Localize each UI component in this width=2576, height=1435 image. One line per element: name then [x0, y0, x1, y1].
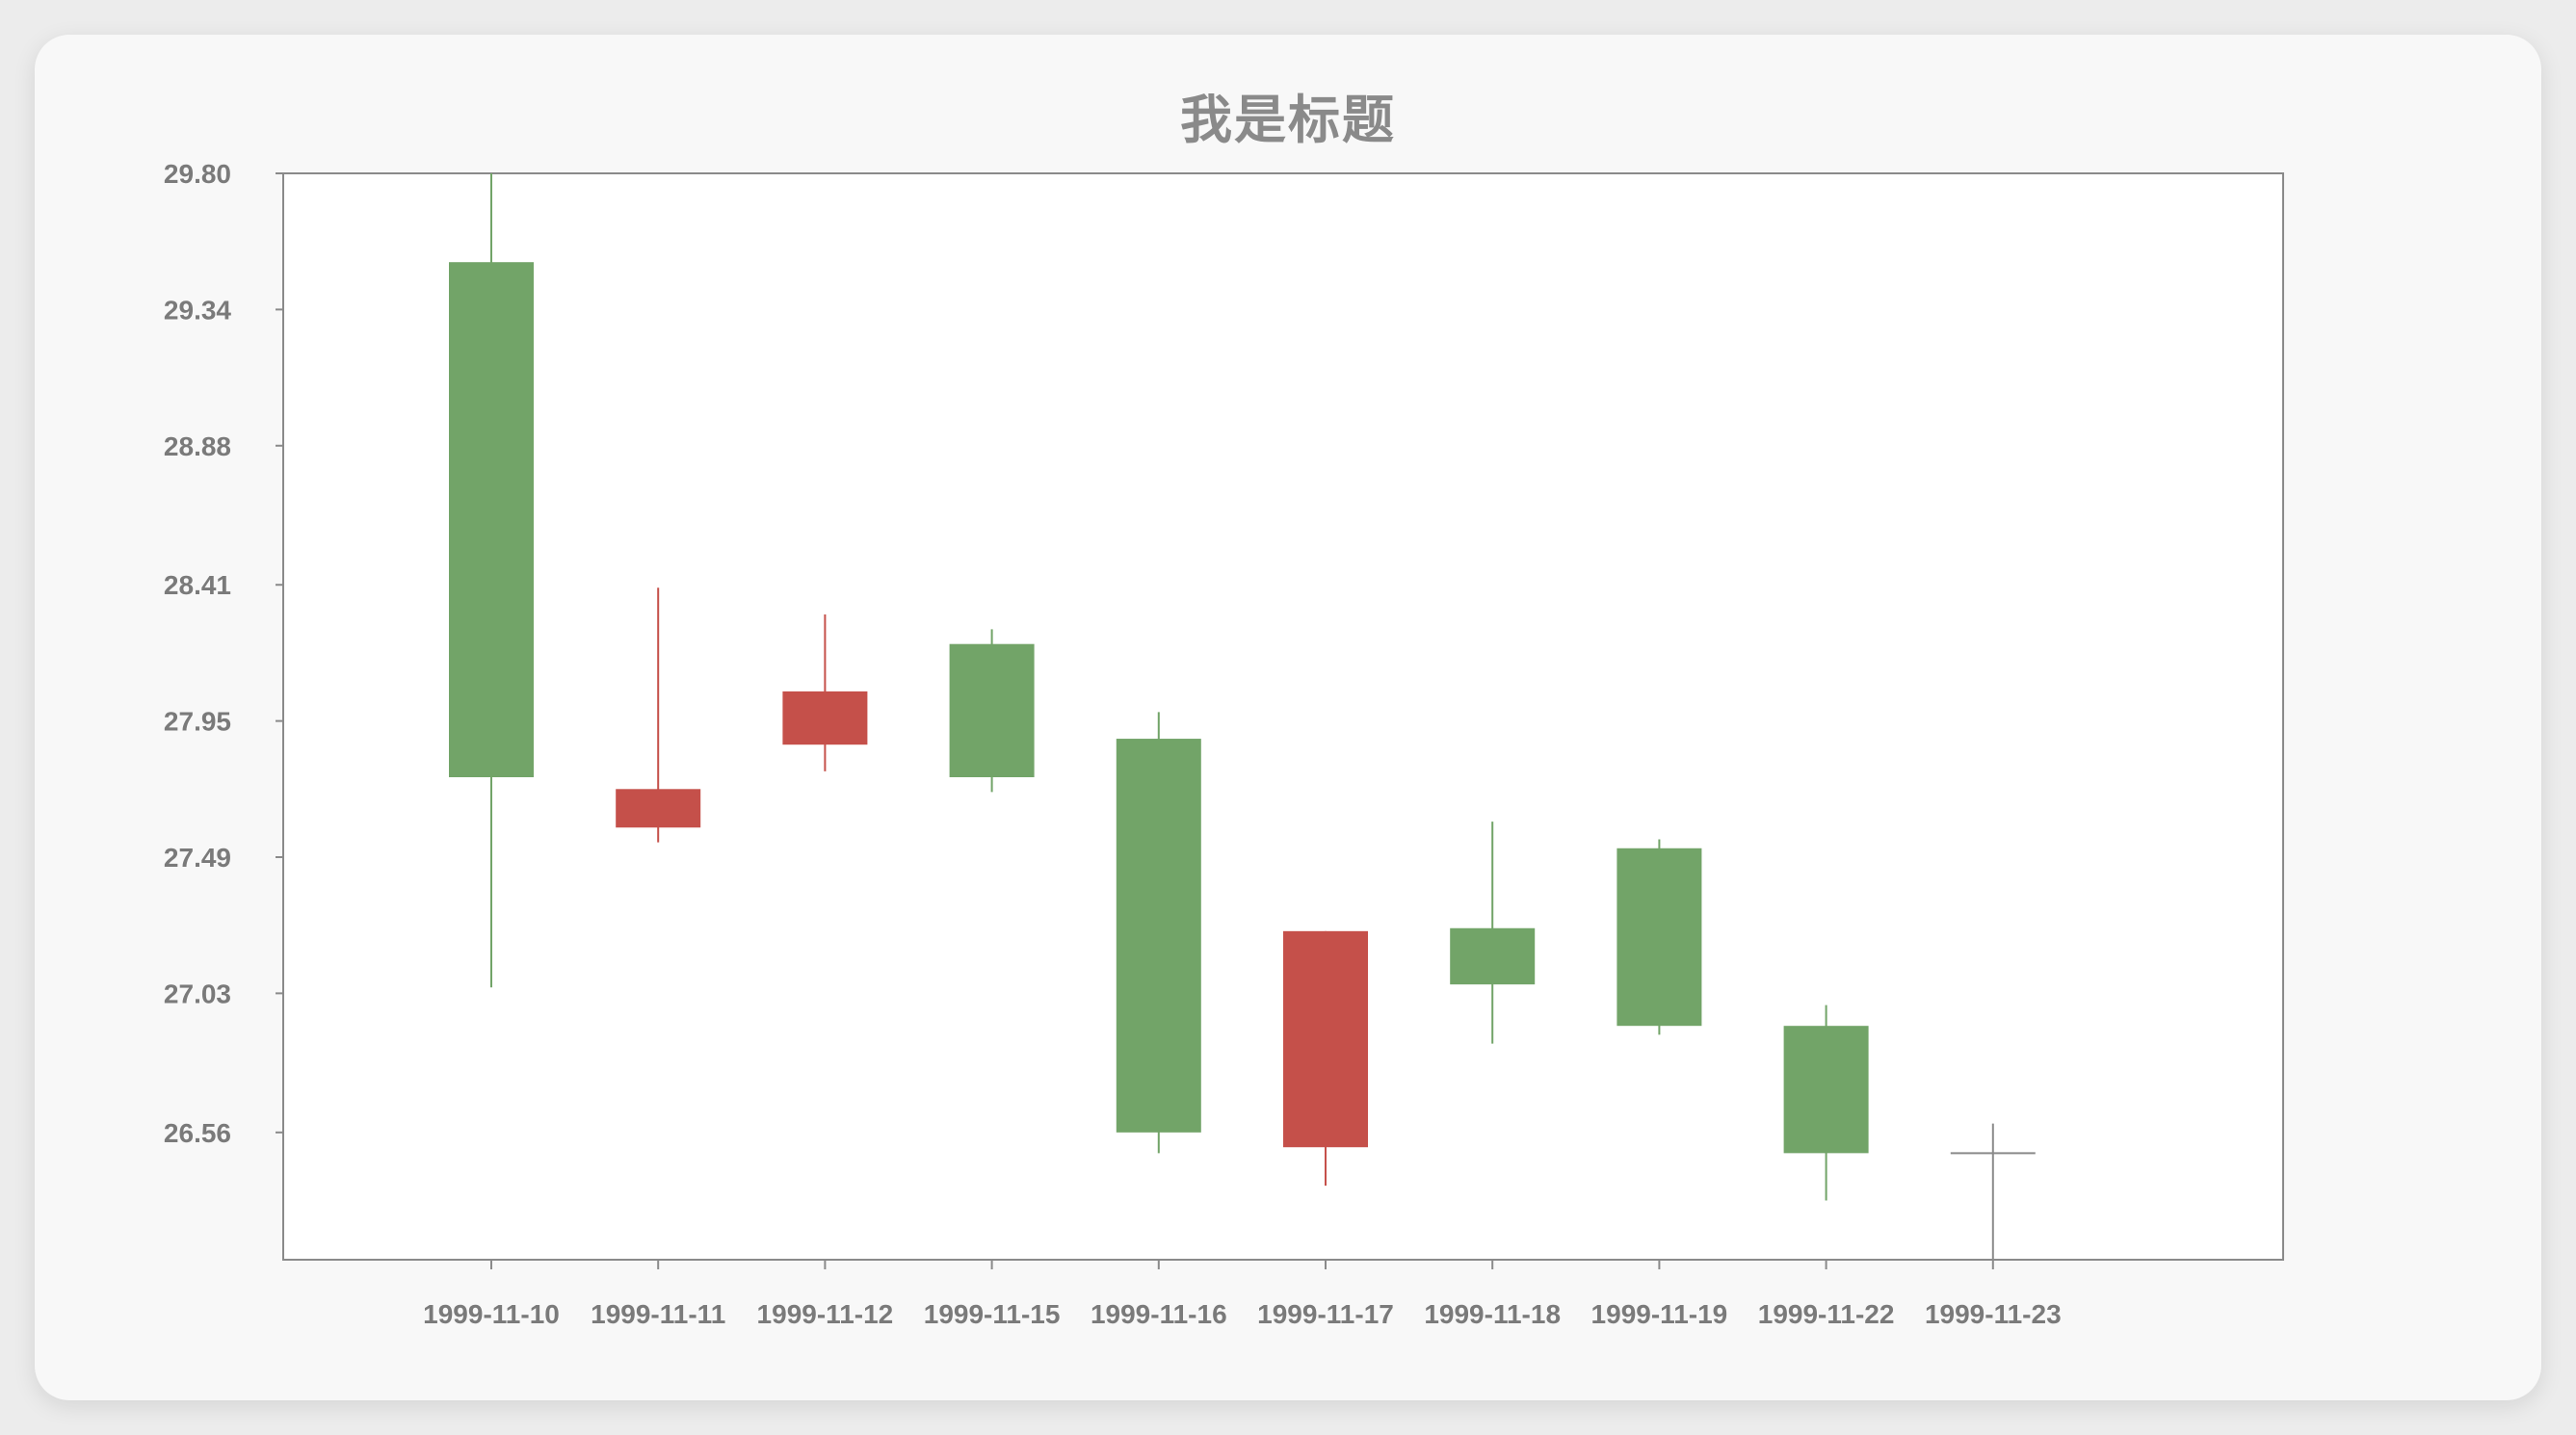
candle — [1450, 822, 1536, 1044]
candle-body — [616, 789, 701, 828]
x-tick-label: 1999-11-16 — [1091, 1299, 1227, 1329]
candle — [1783, 1004, 1869, 1201]
x-tick-label: 1999-11-18 — [1424, 1299, 1561, 1329]
candle — [782, 613, 868, 771]
y-tick-label: 28.41 — [164, 570, 231, 600]
y-tick-label: 27.95 — [164, 707, 231, 737]
candles — [449, 173, 2036, 1260]
y-tick-label: 28.88 — [164, 431, 231, 461]
candle — [1617, 839, 1702, 1035]
candle-body — [1116, 739, 1201, 1133]
x-tick-label: 1999-11-17 — [1257, 1299, 1394, 1329]
x-axis: 1999-11-10 1999-11-11 1999-11-12 1999-11-15… — [423, 1260, 2062, 1329]
candle — [949, 629, 1035, 793]
candle — [616, 587, 701, 843]
candle-body — [1450, 927, 1536, 985]
candle-body — [1617, 848, 1702, 1027]
candle-body — [949, 643, 1035, 778]
x-tick-label: 1999-11-10 — [423, 1299, 560, 1329]
x-tick-label: 1999-11-11 — [591, 1299, 725, 1329]
x-tick-label: 1999-11-12 — [757, 1299, 894, 1329]
y-tick-label: 29.80 — [164, 159, 231, 189]
x-tick-label: 1999-11-15 — [924, 1299, 1061, 1329]
x-tick-label: 1999-11-22 — [1758, 1299, 1895, 1329]
candle-body — [449, 262, 534, 778]
chart-title: 我是标题 — [1180, 90, 1396, 150]
candle — [1116, 712, 1201, 1154]
y-tick-label: 29.34 — [164, 295, 231, 325]
candle-body — [1783, 1026, 1869, 1154]
y-tick-label: 27.03 — [164, 978, 231, 1008]
y-tick-label: 26.56 — [164, 1118, 231, 1148]
candle-body — [1283, 930, 1368, 1148]
candle — [449, 173, 534, 988]
candle-body — [782, 691, 868, 745]
x-tick-label: 1999-11-19 — [1591, 1299, 1728, 1329]
candle — [1950, 1123, 2036, 1260]
x-tick-label: 1999-11-23 — [1925, 1299, 2062, 1329]
y-tick-label: 27.49 — [164, 843, 231, 873]
candle — [1283, 930, 1368, 1187]
y-axis: 29.80 29.34 28.88 28.41 27.95 27.49 27.03 26.56 — [164, 159, 283, 1148]
